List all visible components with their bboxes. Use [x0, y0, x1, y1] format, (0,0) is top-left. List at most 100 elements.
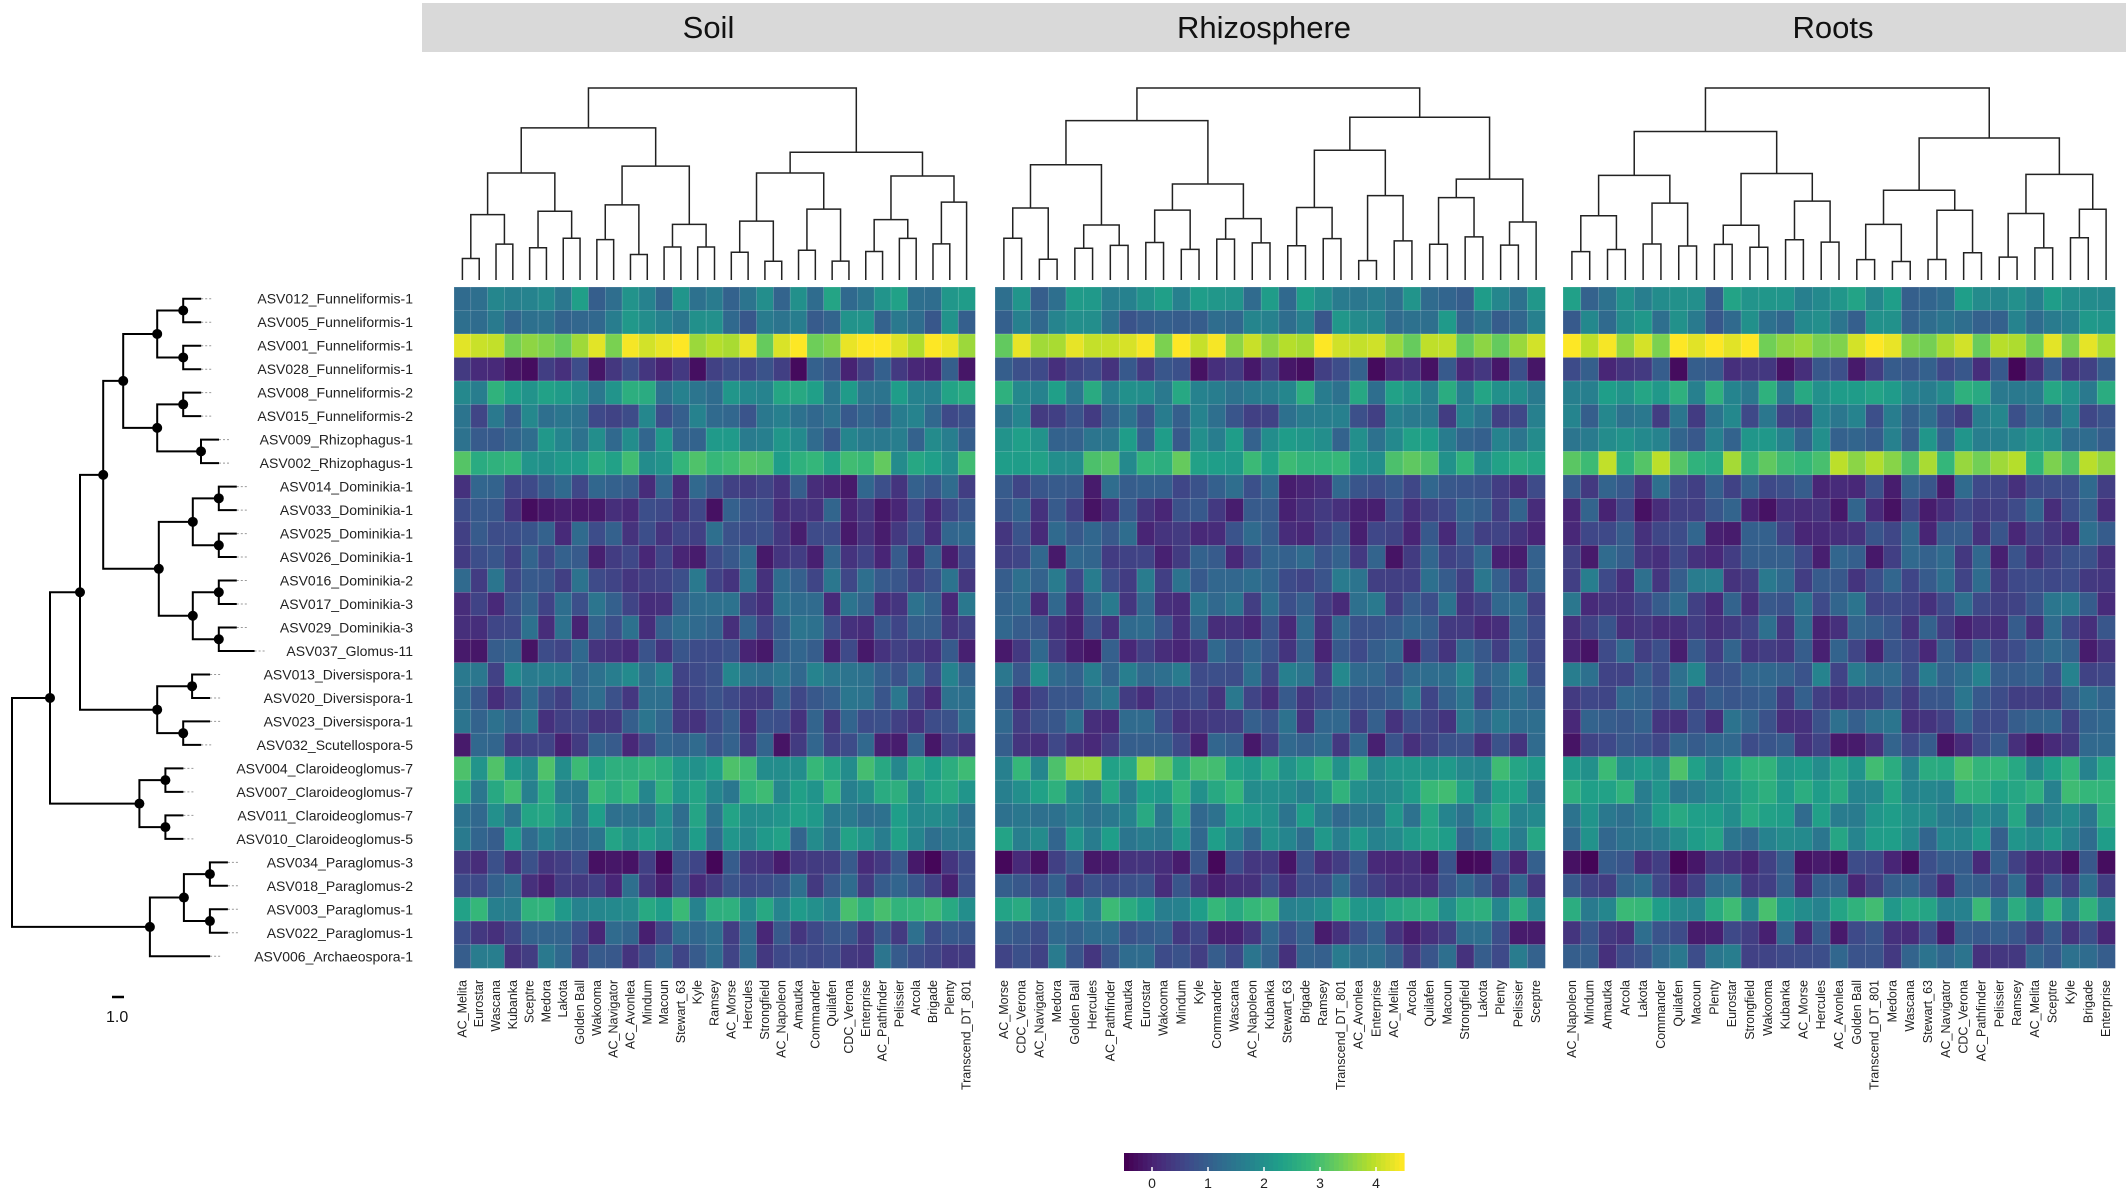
heatmap-cell	[1812, 920, 1831, 946]
legend-gradient-segment	[1348, 1153, 1354, 1171]
heatmap-cell	[621, 545, 640, 570]
heatmap-cell	[739, 826, 758, 852]
heatmap-cell	[1047, 592, 1067, 617]
heatmap-cell	[1438, 568, 1457, 593]
heatmap-cell	[1402, 380, 1422, 406]
heatmap-cell	[1669, 474, 1689, 499]
heatmap-cell	[655, 920, 674, 946]
heatmap-cell	[2079, 873, 2098, 899]
heatmap-cell	[1473, 920, 1493, 946]
heatmap-cell	[672, 286, 690, 312]
heatmap-cell	[789, 920, 808, 946]
heatmap-cell	[941, 850, 959, 875]
legend-gradient-segment	[1226, 1153, 1232, 1171]
heatmap-cell	[1865, 920, 1885, 946]
heatmap-cell	[504, 427, 522, 453]
heatmap-cell	[1527, 333, 1546, 359]
heatmap-cell	[1580, 685, 1600, 711]
heatmap-cell	[1136, 944, 1156, 969]
heatmap-cell	[907, 920, 926, 946]
heatmap-cell	[689, 333, 707, 359]
heatmap-cell	[1136, 732, 1156, 758]
heatmap-cell	[2061, 545, 2081, 570]
column-label: Arcola	[909, 980, 923, 1015]
heatmap-cell	[1385, 333, 1404, 359]
heatmap-cell	[2061, 521, 2081, 546]
heatmap-cell	[941, 779, 959, 805]
heatmap-cell	[873, 357, 892, 382]
heatmap-cell	[1065, 427, 1085, 453]
heatmap-cell	[571, 568, 590, 593]
heatmap-cell	[655, 498, 674, 523]
legend-gradient-segment	[1184, 1153, 1190, 1171]
heatmap-cell	[2079, 521, 2098, 546]
heatmap-cell	[1189, 521, 1209, 546]
heatmap-cell	[739, 944, 758, 969]
heatmap-cell	[1012, 920, 1032, 946]
heatmap-cell	[924, 944, 943, 969]
heatmap-cell	[1580, 568, 1600, 593]
dendrogram-branch	[1295, 206, 1333, 246]
heatmap-cell	[1901, 286, 1920, 312]
heatmap-cell	[605, 779, 623, 805]
heatmap-cell	[520, 427, 539, 453]
heatmap-cell	[722, 850, 741, 875]
heatmap-cell	[1331, 286, 1351, 312]
heatmap-cell	[1776, 756, 1796, 781]
heatmap-cell	[1101, 474, 1120, 499]
heatmap-cell	[1136, 638, 1156, 664]
heatmap-cell	[1030, 310, 1049, 335]
heatmap-cell	[1598, 380, 1618, 406]
heatmap-cell	[1349, 380, 1369, 406]
heatmap-cell	[638, 897, 657, 922]
heatmap-cell	[1136, 310, 1156, 335]
column-label: Transcend_DT_801	[1868, 980, 1882, 1090]
heatmap-cell	[1243, 662, 1262, 687]
heatmap-cell	[773, 709, 791, 734]
heatmap-cell	[1314, 826, 1333, 852]
heatmap-cell	[873, 638, 892, 664]
heatmap-cell	[621, 404, 640, 429]
heatmap-cell	[1794, 897, 1813, 922]
heatmap-cell	[1812, 592, 1831, 617]
legend-gradient-segment	[1352, 1153, 1358, 1171]
heatmap-cell	[1172, 333, 1191, 359]
heatmap-cell	[2079, 286, 2098, 312]
heatmap-cell	[605, 920, 623, 946]
heatmap-cell	[2007, 732, 2027, 758]
heatmap-cell	[1758, 357, 1778, 382]
dendrogram-branch	[1784, 239, 1805, 280]
heatmap-cell	[1580, 756, 1600, 781]
heatmap-cell	[1012, 357, 1032, 382]
legend-gradient-segment	[1338, 1153, 1344, 1171]
heatmap-cell	[1136, 357, 1156, 382]
dendrogram-branch	[890, 175, 955, 220]
dendrogram-branch	[2078, 208, 2107, 280]
heatmap-cell	[588, 944, 606, 969]
heatmap-cell	[1420, 451, 1440, 476]
heatmap-cell	[1865, 685, 1885, 711]
heatmap-cell	[1580, 474, 1600, 499]
heatmap-cell	[1314, 685, 1333, 711]
heatmap-cell	[1883, 404, 1902, 429]
heatmap-cell	[1420, 779, 1440, 805]
heatmap-cell	[537, 803, 556, 828]
heatmap-cell	[1438, 404, 1457, 429]
heatmap-cell	[890, 545, 909, 570]
heatmap-cell	[1314, 873, 1333, 899]
heatmap-cell	[1491, 357, 1511, 382]
heatmap-cell	[1723, 498, 1742, 523]
heatmap-cell	[1687, 756, 1707, 781]
heatmap-cell	[1509, 568, 1528, 593]
heatmap-cell	[1633, 427, 1653, 453]
heatmap-cell	[1776, 521, 1796, 546]
heatmap-cell	[823, 779, 842, 805]
legend-gradient-segment	[1320, 1153, 1326, 1171]
heatmap-cell	[1687, 709, 1707, 734]
heatmap-cell	[2096, 592, 2116, 617]
heatmap-cell	[1278, 286, 1298, 312]
heatmap-cell	[672, 920, 690, 946]
heatmap-cell	[537, 638, 556, 664]
dendrogram-branch	[461, 257, 480, 280]
heatmap-cell	[1172, 545, 1191, 570]
